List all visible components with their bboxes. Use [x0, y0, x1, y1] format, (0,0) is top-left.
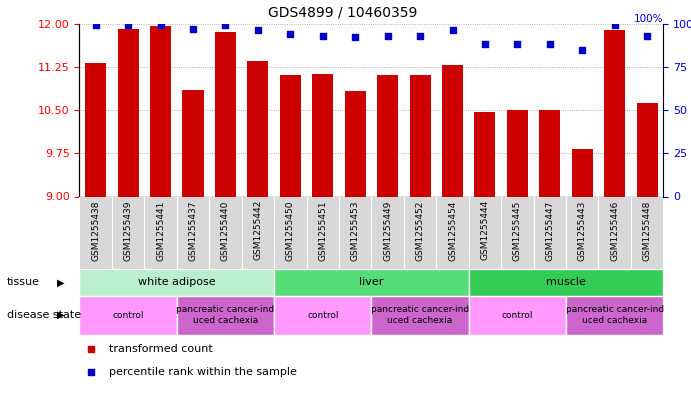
Bar [566, 296, 663, 335]
Bar [79, 269, 274, 296]
Bar [274, 269, 468, 296]
Point [577, 46, 588, 53]
Bar [150, 26, 171, 196]
Bar [410, 75, 430, 196]
Bar [117, 29, 139, 196]
Text: transformed count: transformed count [108, 344, 212, 354]
Text: percentile rank within the sample: percentile rank within the sample [108, 367, 296, 376]
Text: muscle: muscle [546, 277, 586, 287]
Text: GSM1255449: GSM1255449 [383, 200, 392, 261]
Text: disease state: disease state [7, 310, 81, 320]
Bar [468, 269, 663, 296]
Text: GSM1255443: GSM1255443 [578, 200, 587, 261]
Point [609, 22, 621, 28]
Bar [274, 296, 372, 335]
Bar [182, 90, 204, 196]
Text: pancreatic cancer-ind
uced cachexia: pancreatic cancer-ind uced cachexia [176, 305, 274, 325]
Text: ▶: ▶ [57, 277, 64, 287]
Text: control: control [307, 311, 339, 320]
Point [545, 41, 556, 48]
Text: pancreatic cancer-ind
uced cachexia: pancreatic cancer-ind uced cachexia [371, 305, 469, 325]
Text: control: control [502, 311, 533, 320]
Point [317, 33, 328, 39]
Bar [372, 296, 468, 335]
Text: GSM1255441: GSM1255441 [156, 200, 165, 261]
Bar [636, 103, 658, 196]
Text: control: control [113, 311, 144, 320]
Point [187, 26, 198, 32]
Point [382, 33, 393, 39]
Point [122, 22, 133, 28]
Bar [377, 75, 398, 196]
Text: GSM1255437: GSM1255437 [189, 200, 198, 261]
Point [447, 28, 458, 34]
Point [512, 41, 523, 48]
Text: GSM1255453: GSM1255453 [351, 200, 360, 261]
Text: GSM1255446: GSM1255446 [610, 200, 619, 261]
Text: GSM1255451: GSM1255451 [319, 200, 328, 261]
Text: GSM1255439: GSM1255439 [124, 200, 133, 261]
Text: GSM1255448: GSM1255448 [643, 200, 652, 261]
Bar [312, 74, 333, 196]
Point [155, 22, 166, 28]
Bar [468, 296, 566, 335]
Text: liver: liver [359, 277, 384, 287]
Text: GSM1255454: GSM1255454 [448, 200, 457, 261]
Text: GSM1255445: GSM1255445 [513, 200, 522, 261]
Bar [79, 296, 177, 335]
Text: tissue: tissue [7, 277, 40, 287]
Bar [280, 75, 301, 196]
Text: GSM1255450: GSM1255450 [286, 200, 295, 261]
Point [252, 28, 263, 34]
Bar [442, 65, 463, 196]
Bar [345, 91, 366, 196]
Point [642, 33, 653, 39]
Bar [215, 32, 236, 196]
Text: GSM1255444: GSM1255444 [480, 200, 489, 261]
Point [220, 22, 231, 28]
Point [350, 34, 361, 40]
Bar [507, 110, 528, 196]
Text: GSM1255440: GSM1255440 [221, 200, 230, 261]
Text: GSM1255447: GSM1255447 [545, 200, 554, 261]
Text: pancreatic cancer-ind
uced cachexia: pancreatic cancer-ind uced cachexia [566, 305, 664, 325]
Bar [571, 149, 593, 196]
Point [86, 346, 97, 352]
Bar [177, 296, 274, 335]
Point [90, 22, 101, 28]
Text: ▶: ▶ [57, 310, 64, 320]
Title: GDS4899 / 10460359: GDS4899 / 10460359 [267, 6, 417, 20]
Point [86, 369, 97, 375]
Bar [604, 31, 625, 196]
Bar [247, 61, 268, 196]
Text: 100%: 100% [634, 14, 663, 24]
Bar [79, 196, 663, 269]
Text: GSM1255452: GSM1255452 [415, 200, 424, 261]
Bar [475, 112, 495, 196]
Text: white adipose: white adipose [138, 277, 216, 287]
Point [415, 33, 426, 39]
Point [285, 31, 296, 37]
Bar [85, 63, 106, 196]
Point [480, 41, 491, 48]
Text: GSM1255442: GSM1255442 [254, 200, 263, 261]
Text: GSM1255438: GSM1255438 [91, 200, 100, 261]
Bar [539, 110, 560, 196]
